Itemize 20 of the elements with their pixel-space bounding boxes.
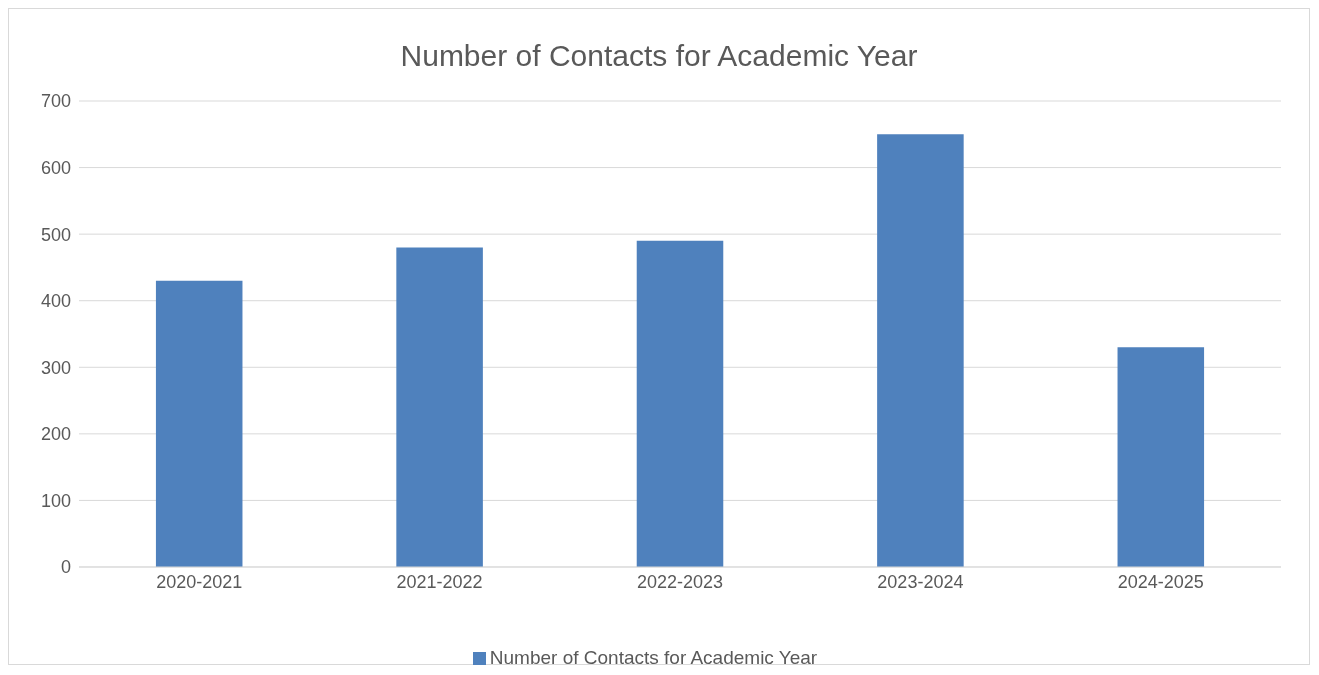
y-tick-label: 200 [40,424,71,445]
bar [636,240,724,567]
x-tick-label: 2024-2025 [1117,571,1204,592]
bar [1117,347,1205,567]
y-tick-label: 500 [40,224,71,245]
y-tick-label: 700 [40,91,71,112]
x-tick-label: 2020-2021 [156,571,243,592]
x-tick-label: 2023-2024 [877,571,964,592]
chart-title: Number of Contacts for Academic Year [399,38,919,74]
bar [877,134,964,567]
y-tick-label: 400 [40,291,71,312]
bar [396,247,483,567]
x-tick-label: 2022-2023 [636,571,724,592]
x-tick-label: 2021-2022 [396,571,483,592]
bar [155,280,243,567]
y-tick-label: 300 [40,357,71,378]
y-tick-label: 600 [40,157,71,178]
y-tick-label: 0 [60,557,71,578]
legend-label: Number of Contacts for Academic Year [489,647,818,668]
y-tick-label: 100 [40,490,71,511]
